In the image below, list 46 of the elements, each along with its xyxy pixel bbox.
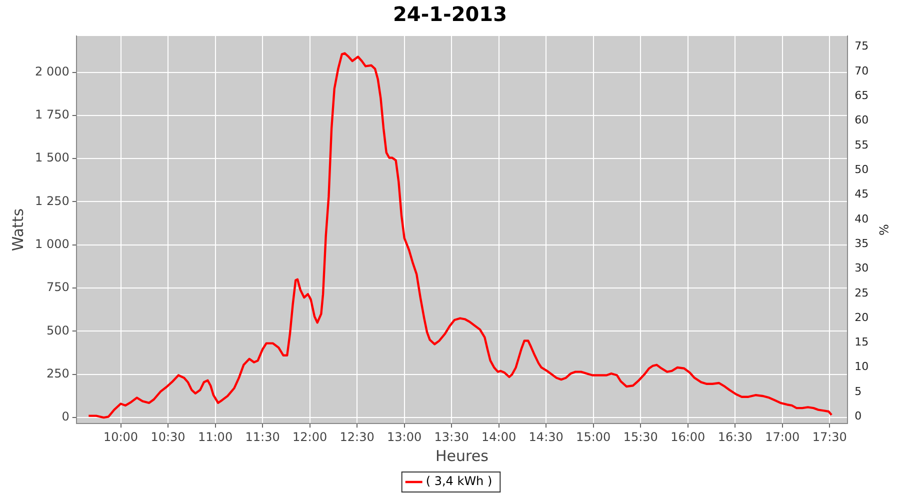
y-tick-label: 0 bbox=[62, 410, 70, 424]
y2-tick-label: 35 bbox=[854, 236, 869, 250]
x-tick-label: 12:00 bbox=[292, 430, 328, 444]
x-tick-label: 10:00 bbox=[103, 430, 138, 444]
y2-tick-label: 50 bbox=[854, 162, 869, 176]
y2-tick-label: 20 bbox=[854, 310, 869, 324]
x-tick-label: 17:00 bbox=[765, 430, 800, 444]
x-tick-label: 16:30 bbox=[718, 430, 752, 444]
y2-tick-label: 5 bbox=[854, 384, 862, 398]
y-axis-title: Watts bbox=[8, 208, 27, 252]
y2-tick-label: 15 bbox=[854, 336, 869, 349]
y2-tick-label: 45 bbox=[854, 188, 869, 201]
x-tick-label: 13:30 bbox=[434, 430, 469, 444]
y2-axis-title: % bbox=[876, 224, 891, 236]
x-tick-label: 14:30 bbox=[528, 430, 564, 444]
x-tick-label: 12:30 bbox=[340, 430, 374, 444]
y-tick-label: 250 bbox=[46, 366, 70, 381]
x-tick-label: 13:00 bbox=[387, 430, 422, 444]
legend-label: ( 3,4 kWh ) bbox=[426, 474, 492, 488]
y2-tick-label: 75 bbox=[854, 40, 869, 53]
x-tick-label: 14:00 bbox=[482, 430, 516, 444]
x-tick-label: 15:30 bbox=[623, 430, 658, 444]
y2-tick-label: 60 bbox=[854, 114, 869, 127]
x-tick-label: 15:00 bbox=[576, 430, 611, 444]
y-tick-label: 750 bbox=[46, 280, 70, 294]
y2-tick-label: 30 bbox=[854, 262, 869, 275]
x-axis-title: Heures bbox=[436, 446, 489, 465]
x-tick-label: 10:30 bbox=[150, 430, 186, 444]
chart-title: 24-1-2013 bbox=[392, 2, 508, 26]
x-tick-label: 16:00 bbox=[670, 430, 706, 444]
y2-tick-label: 65 bbox=[854, 89, 869, 102]
x-tick-label: 11:00 bbox=[198, 430, 233, 444]
y-tick-label: 2 000 bbox=[34, 64, 70, 78]
y2-tick-label: 10 bbox=[854, 360, 869, 374]
y-tick-label: 1 000 bbox=[34, 237, 70, 252]
y2-tick-label: 25 bbox=[854, 286, 869, 300]
y-tick-label: 1 500 bbox=[34, 150, 70, 165]
y2-tick-label: 0 bbox=[854, 410, 862, 423]
y2-tick-label: 70 bbox=[854, 64, 869, 78]
x-tick-label: 11:30 bbox=[245, 430, 280, 444]
y-tick-label: 1 750 bbox=[34, 108, 70, 122]
y-tick-label: 500 bbox=[46, 323, 70, 338]
x-tick-label: 17:30 bbox=[812, 430, 847, 444]
y-tick-label: 1 250 bbox=[34, 194, 70, 208]
y2-tick-label: 55 bbox=[854, 138, 869, 152]
y2-tick-label: 40 bbox=[854, 212, 869, 226]
